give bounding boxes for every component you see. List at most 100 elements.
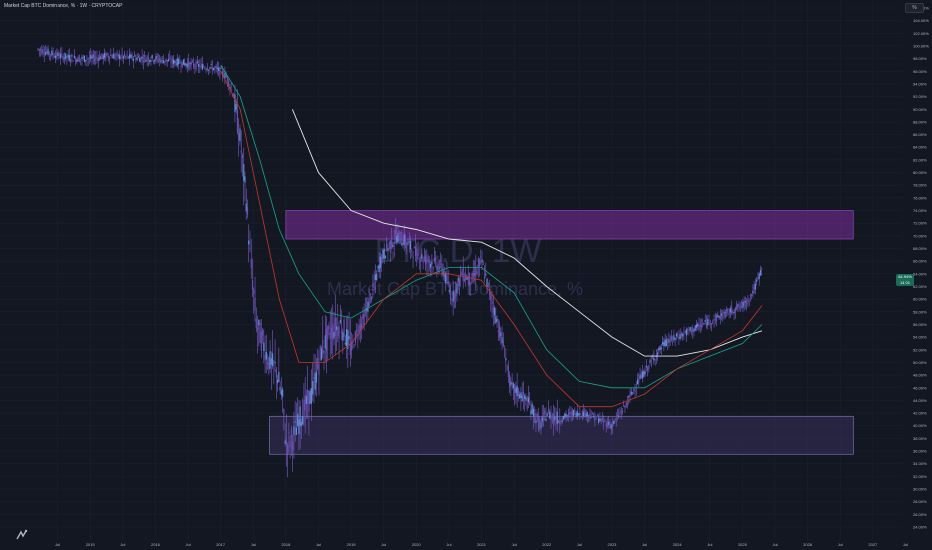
time-tick-label: Jul <box>185 542 190 547</box>
candle-body <box>162 60 165 63</box>
candle-body <box>550 414 552 421</box>
candle-body <box>155 56 157 61</box>
candle-body <box>289 441 291 448</box>
candle-body <box>204 67 206 69</box>
candle-body <box>367 301 369 312</box>
candle-body <box>710 323 713 325</box>
candle-body <box>115 54 117 57</box>
price-tick-label: 58.00% <box>913 309 927 314</box>
candle-body <box>539 421 541 422</box>
candle-body <box>347 330 349 349</box>
candle-body <box>176 58 178 66</box>
candle-body <box>228 80 230 86</box>
candle-body <box>418 262 420 263</box>
candle-body <box>175 62 177 66</box>
time-tick-label: 2027 <box>868 542 878 547</box>
candle-body <box>702 323 704 325</box>
time-tick-label: 2018 <box>281 542 291 547</box>
candle-body <box>180 65 182 67</box>
candle-body <box>526 405 528 409</box>
candle-body <box>734 308 736 312</box>
candle-body <box>49 54 52 55</box>
candle-body <box>165 58 167 62</box>
candle-body <box>263 342 265 351</box>
candle-body <box>625 402 627 406</box>
candle-body <box>161 57 163 59</box>
candle-body <box>432 267 434 269</box>
candle-body <box>682 333 684 337</box>
candle-body <box>42 49 44 54</box>
candle-body <box>511 383 513 384</box>
candle-body <box>441 263 443 271</box>
candle-body <box>177 58 180 65</box>
candle-body <box>248 240 250 245</box>
candle-body <box>401 242 403 246</box>
candle-body <box>603 421 605 423</box>
candle-body <box>167 59 170 62</box>
candle-body <box>608 421 610 425</box>
candle-body <box>261 330 264 336</box>
candle-body <box>482 264 484 265</box>
candle-body <box>668 338 670 343</box>
candle-body <box>219 67 221 75</box>
candle-body <box>71 54 73 57</box>
zones <box>269 210 854 455</box>
support-zone <box>269 415 854 455</box>
candle-body <box>108 56 111 60</box>
candle-body <box>241 155 244 158</box>
candle-body <box>514 385 516 394</box>
time-tick-label: Jul <box>903 542 908 547</box>
time-tick-label: Jul <box>316 542 321 547</box>
candle-body <box>483 277 486 278</box>
candle-body <box>724 311 726 318</box>
candle-body <box>678 337 680 339</box>
candle-body <box>340 330 343 334</box>
unit-button[interactable]: % <box>905 3 924 13</box>
last-price-value: 64.94% <box>898 274 912 279</box>
candle-body <box>394 230 397 235</box>
price-tick-label: 104.00% <box>913 18 929 23</box>
candle-body <box>409 241 412 250</box>
price-scale[interactable]: 106.00%104.00%102.00%100.00%98.00%96.00%… <box>902 0 932 550</box>
candle-body <box>542 413 545 414</box>
candle-body <box>276 379 279 384</box>
candle-body <box>142 60 144 62</box>
candle-body <box>521 395 523 402</box>
price-tick-label: 70.00% <box>913 233 927 238</box>
candle-body <box>654 359 656 361</box>
price-tick-label: 46.00% <box>913 385 927 390</box>
candle-body <box>650 360 652 362</box>
candle-body <box>315 371 318 383</box>
time-scale[interactable]: Jul 2015 Jul 2016 Jul 2017 Jul 2018 Jul 2019 Jul 20… <box>55 542 908 547</box>
candle-body <box>364 309 366 314</box>
candle-body <box>493 307 496 316</box>
candle-body <box>61 52 63 54</box>
candle-body <box>369 293 372 295</box>
candle-body <box>403 234 405 246</box>
candle-body <box>554 416 556 420</box>
candle-body <box>729 308 731 313</box>
candle-body <box>675 333 678 337</box>
candle-body <box>492 307 494 313</box>
candle-body <box>130 54 132 58</box>
candle-body <box>253 289 255 295</box>
candle-body <box>85 60 87 62</box>
candle-body <box>613 420 615 425</box>
candle-body <box>491 301 493 305</box>
candle-body <box>630 391 632 395</box>
candle-body <box>700 324 703 328</box>
tradingview-logo-icon[interactable] <box>15 528 29 542</box>
candle-body <box>102 55 104 59</box>
moving-averages <box>220 64 763 408</box>
candle-body <box>693 329 695 332</box>
candle-body <box>626 403 629 406</box>
candle-body <box>639 374 641 379</box>
candle-body <box>705 322 708 327</box>
candle-body <box>132 58 134 61</box>
candle-body <box>720 313 723 316</box>
candle-body <box>110 55 112 56</box>
time-tick-label: 2023 <box>608 542 618 547</box>
candle-body <box>640 373 642 379</box>
candle-body <box>601 417 604 420</box>
